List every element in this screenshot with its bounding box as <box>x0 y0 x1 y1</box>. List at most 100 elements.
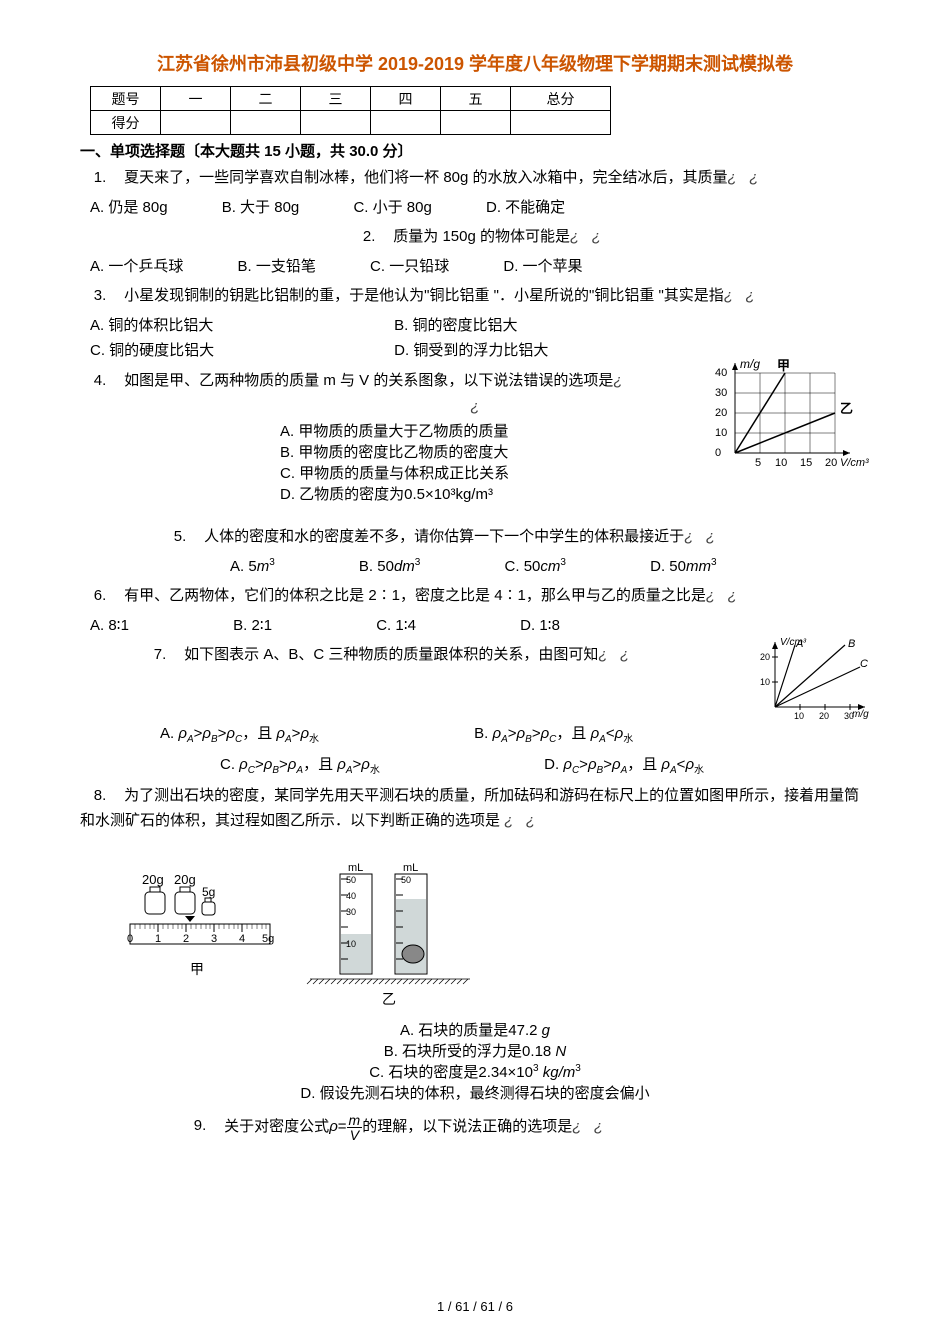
svg-text:15: 15 <box>800 457 812 469</box>
svg-text:C: C <box>860 658 868 670</box>
q2-opt-a: A. 一个乒乓球 <box>90 254 183 280</box>
cell: 得分 <box>91 111 161 135</box>
svg-text:50: 50 <box>401 875 411 885</box>
q6-opt-d: D. 1∶8 <box>520 613 560 639</box>
svg-text:30: 30 <box>346 907 356 917</box>
svg-text:40: 40 <box>346 891 356 901</box>
section-heading: 一、单项选择题〔本大题共 15 小题，共 30.0 分〕 <box>80 140 870 161</box>
cell <box>161 111 231 135</box>
score-table: 题号 一 二 三 四 五 总分 得分 <box>90 86 611 135</box>
svg-text:20g: 20g <box>142 872 164 887</box>
q3-opt-b: B. 铜的密度比铝大 <box>394 313 517 339</box>
q8-opt-c: C. 石块的密度是2.34×103 kg/m3 <box>80 1061 870 1082</box>
table-row: 题号 一 二 三 四 五 总分 <box>91 87 611 111</box>
q8-opt-a: A. 石块的质量是47.2 g <box>80 1019 870 1040</box>
question-6: 6. 有甲、乙两物体，它们的体积之比是 2∶1，密度之比是 4∶1，那么甲与乙的… <box>80 583 870 609</box>
q6-opt-a: A. 8∶1 <box>90 613 129 639</box>
q1-opt-c: C. 小于 80g <box>353 195 431 221</box>
q1-opt-a: A. 仍是 80g <box>90 195 168 221</box>
svg-text:A: A <box>795 638 803 650</box>
q7-options-row1: A. ρA>ρB>ρC，且 ρA>ρ水 B. ρA>ρB>ρC，且 ρA<ρ水 <box>160 721 870 748</box>
q4-graph: 0 10 20 30 40 5 10 15 20 V/cm³ m/g 甲 乙 <box>715 358 870 473</box>
svg-text:mL: mL <box>348 862 363 874</box>
question-3: 3. 小星发现铜制的钥匙比铝制的重，于是他认为"铜比铝重 "．小星所说的"铜比铝… <box>80 283 870 309</box>
cell: 总分 <box>511 87 611 111</box>
page-footer: 1 / 61 / 61 / 6 <box>0 1299 950 1314</box>
q1-num: 1. <box>80 165 120 191</box>
question-9: 9. 关于对密度公式ρ=mV的理解，以下说法正确的选项是¿ ¿ <box>180 1113 870 1142</box>
svg-text:10: 10 <box>715 427 727 439</box>
q8-figure: 20g 20g 5g <box>80 854 870 1014</box>
q5-opt-c: C. 50cm3 <box>505 554 566 580</box>
q6-opt-b: B. 2∶1 <box>233 613 272 639</box>
svg-text:40: 40 <box>715 367 727 379</box>
q5-opt-d: D. 50mm3 <box>650 554 716 580</box>
q2-num: 2. <box>349 224 389 250</box>
question-1: 1. 夏天来了，一些同学喜欢自制冰棒，他们将一杯 80g 的水放入冰箱中，完全结… <box>80 165 870 191</box>
q7-opt-c: C. ρC>ρB>ρA，且 ρA>ρ水 <box>220 752 540 779</box>
cell: 三 <box>301 87 371 111</box>
cell <box>511 111 611 135</box>
svg-text:mL: mL <box>403 862 418 874</box>
cell: 二 <box>231 87 301 111</box>
q5-options: A. 5m3 B. 50dm3 C. 50cm3 D. 50mm3 <box>230 554 870 580</box>
q2-text: 质量为 150g 的物体可能是¿ ¿ <box>393 228 601 245</box>
svg-text:0: 0 <box>715 447 721 459</box>
svg-text:0: 0 <box>127 933 133 945</box>
q9-text: 关于对密度公式ρ=mV的理解，以下说法正确的选项是¿ ¿ <box>224 1118 603 1135</box>
svg-text:20g: 20g <box>174 872 196 887</box>
q5-opt-b: B. 50dm3 <box>359 554 420 580</box>
svg-text:20: 20 <box>715 407 727 419</box>
q5-num: 5. <box>160 524 200 550</box>
question-4: 4. 如图是甲、乙两种物质的质量 m 与 V 的关系图象，以下说法错误的选项是¿… <box>80 368 870 394</box>
cell <box>441 111 511 135</box>
svg-text:30: 30 <box>715 387 727 399</box>
q2-opt-d: D. 一个苹果 <box>503 254 582 280</box>
svg-text:20: 20 <box>760 652 770 662</box>
question-7: 7. 如下图表示 A、B、C 三种物质的质量跟体积的关系，由图可知¿ ¿ 10 … <box>140 642 870 668</box>
svg-text:20: 20 <box>819 711 829 721</box>
svg-text:10: 10 <box>346 939 356 949</box>
svg-text:1: 1 <box>155 933 161 945</box>
svg-text:B: B <box>848 638 855 650</box>
cell: 题号 <box>91 87 161 111</box>
q6-opt-c: C. 1∶4 <box>376 613 416 639</box>
cell <box>301 111 371 135</box>
svg-text:m/g: m/g <box>740 358 760 371</box>
svg-text:甲: 甲 <box>190 961 204 977</box>
q7-opt-b: B. ρA>ρB>ρC，且 ρA<ρ水 <box>474 725 633 742</box>
q6-text: 有甲、乙两物体，它们的体积之比是 2∶1，密度之比是 4∶1，那么甲与乙的质量之… <box>124 587 737 604</box>
svg-text:4: 4 <box>239 933 245 945</box>
q8-text: 为了测出石块的密度，某同学先用天平测石块的质量，所加砝码和游码在标尺上的位置如图… <box>80 787 859 830</box>
q2-options: A. 一个乒乓球 B. 一支铅笔 C. 一只铅球 D. 一个苹果 <box>80 254 870 280</box>
svg-text:5: 5 <box>755 457 761 469</box>
q8-options: A. 石块的质量是47.2 g B. 石块所受的浮力是0.18 N C. 石块的… <box>80 1019 870 1103</box>
q6-options: A. 8∶1 B. 2∶1 C. 1∶4 D. 1∶8 <box>90 613 870 639</box>
svg-text:m/g: m/g <box>852 709 869 720</box>
q7-num: 7. <box>140 642 180 668</box>
jia-label: 甲 <box>777 358 790 373</box>
q1-options: A. 仍是 80g B. 大于 80g C. 小于 80g D. 不能确定 <box>80 195 870 221</box>
cell: 四 <box>371 87 441 111</box>
svg-text:5g: 5g <box>262 933 274 945</box>
cell: 五 <box>441 87 511 111</box>
svg-text:10: 10 <box>775 457 787 469</box>
q7-options-row2: C. ρC>ρB>ρA，且 ρA>ρ水 D. ρC>ρB>ρA，且 ρA<ρ水 <box>220 752 870 779</box>
yi-label: 乙 <box>840 401 853 416</box>
svg-text:10: 10 <box>760 677 770 687</box>
q3-text: 小星发现铜制的钥匙比铝制的重，于是他认为"铜比铝重 "．小星所说的"铜比铝重 "… <box>124 287 755 304</box>
svg-text:乙: 乙 <box>382 991 396 1007</box>
q6-num: 6. <box>80 583 120 609</box>
q4-num: 4. <box>80 368 120 394</box>
q7-opt-d: D. ρC>ρB>ρA，且 ρA<ρ水 <box>544 756 704 773</box>
svg-text:5g: 5g <box>202 885 215 899</box>
q3-num: 3. <box>80 283 120 309</box>
cell: 一 <box>161 87 231 111</box>
question-5: 5. 人体的密度和水的密度差不多，请你估算一下一个中学生的体积最接近于¿ ¿ <box>160 524 870 550</box>
q1-text: 夏天来了，一些同学喜欢自制冰棒，他们将一杯 80g 的水放入冰箱中，完全结冰后，… <box>124 169 758 186</box>
q8-num: 8. <box>80 783 120 809</box>
q8-opt-b: B. 石块所受的浮力是0.18 N <box>80 1040 870 1061</box>
q3-opt-d: D. 铜受到的浮力比铝大 <box>394 338 548 364</box>
svg-text:50: 50 <box>346 875 356 885</box>
q5-text: 人体的密度和水的密度差不多，请你估算一下一个中学生的体积最接近于¿ ¿ <box>204 528 715 545</box>
